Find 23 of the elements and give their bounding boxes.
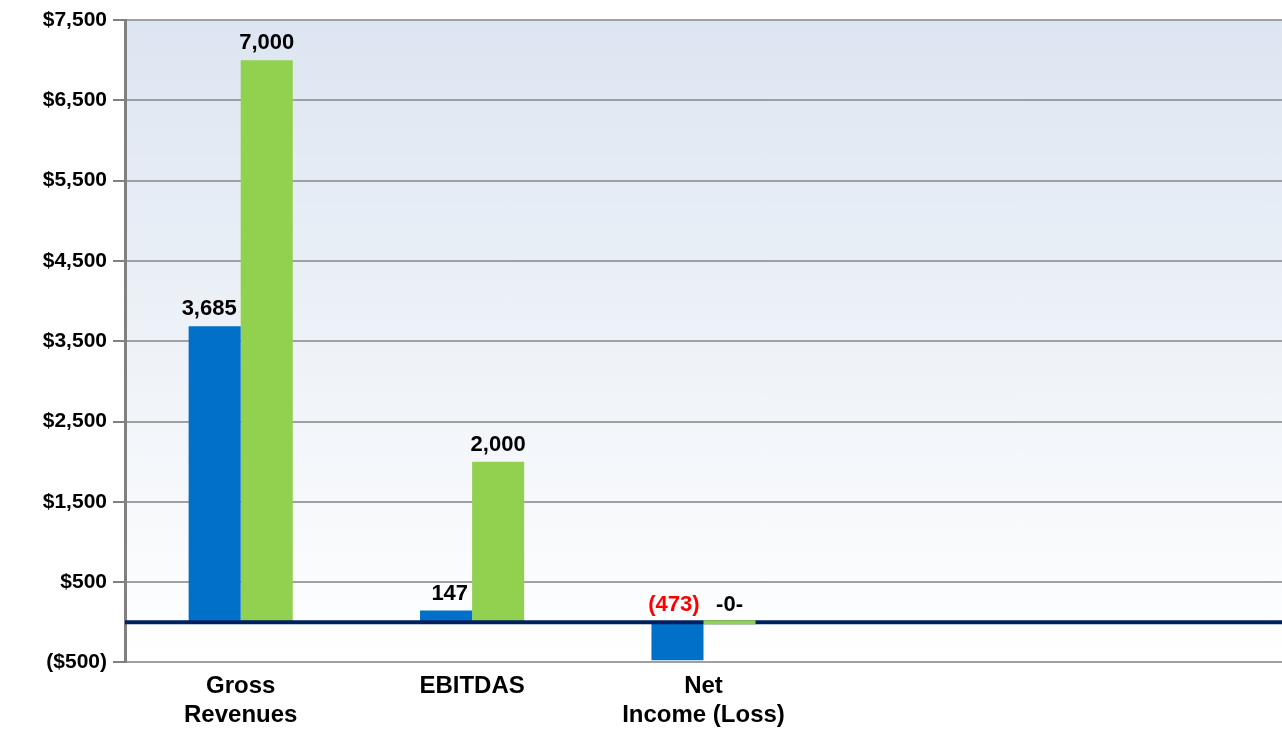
y-tick-label: $6,500 xyxy=(42,87,107,111)
x-tick-label: Net Income (Loss) xyxy=(622,671,785,728)
y-tick-label: $5,500 xyxy=(42,167,107,191)
bar xyxy=(188,326,241,623)
bar xyxy=(651,622,704,661)
y-tick-label: $1,500 xyxy=(42,488,107,512)
bar xyxy=(240,60,293,623)
data-label: 7,000 xyxy=(239,29,295,55)
data-label: (473) xyxy=(648,591,700,617)
x-tick-label: Gross Revenues xyxy=(184,671,298,728)
bar xyxy=(472,461,525,623)
y-tick-label: $2,500 xyxy=(42,408,107,432)
y-tick-label: $500 xyxy=(60,568,107,592)
data-label: 3,685 xyxy=(181,295,237,321)
y-tick-label: ($500) xyxy=(46,649,107,673)
data-label: 2,000 xyxy=(470,430,526,456)
x-tick-label: EBITDAS xyxy=(419,671,525,699)
data-label: -0- xyxy=(716,591,743,617)
y-tick-label: $7,500 xyxy=(42,6,107,30)
data-label: 147 xyxy=(431,579,469,605)
y-tick-label: $3,500 xyxy=(42,328,107,351)
bar xyxy=(703,620,756,625)
y-tick-label: $4,500 xyxy=(42,247,107,271)
